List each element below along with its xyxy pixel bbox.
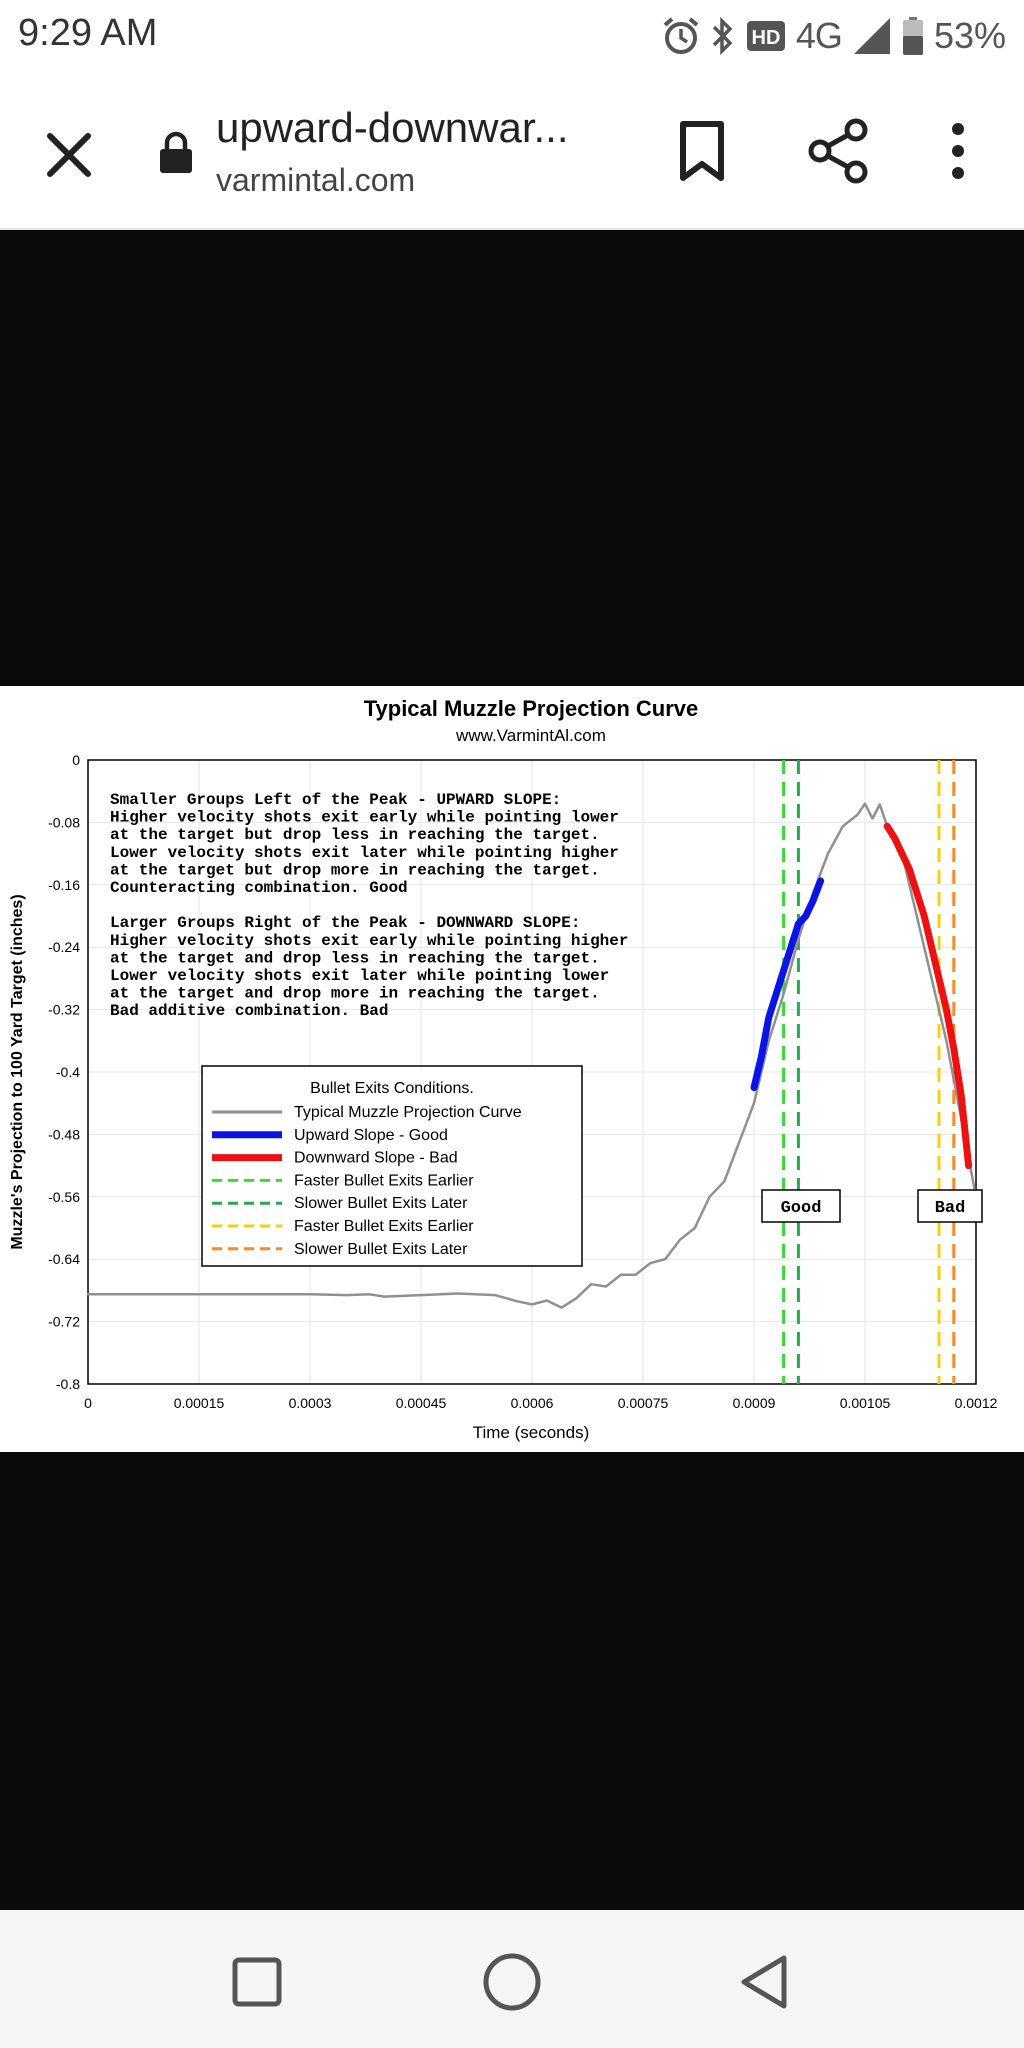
region-label: Good [781,1199,822,1218]
status-time: 9:29 AM [18,12,158,54]
y-tick-label: 0 [72,752,80,768]
share-icon[interactable] [806,116,872,186]
series-line [883,822,973,1170]
signal-icon [853,18,890,54]
page-domain[interactable]: varmintal.com [216,162,416,198]
x-axis-ticks: 0 0.00015 0.0003 0.00045 0.0006 0.00075 0.0009… [84,1395,998,1411]
y-tick-label: -0.32 [48,1002,80,1018]
x-tick-label: 0.0006 [511,1395,554,1411]
annotation-line: Higher velocity shots exit early while p… [110,809,619,827]
chart-legend: Bullet Exits Conditions. Typical Muzzle … [201,1065,583,1267]
x-tick-label: 0.0003 [289,1395,332,1411]
recents-icon[interactable] [225,1950,289,2014]
battery-icon [902,17,923,55]
annotation-line: Counteracting combination. Good [110,879,408,897]
region-label-box [917,1189,983,1223]
x-tick-label: 0.0009 [733,1395,776,1411]
y-tick-label: -0.08 [48,814,80,830]
legend-entry: Faster Bullet Exits Earlier [294,1172,474,1189]
y-tick-label: -0.8 [56,1376,80,1392]
image-letterbox-bottom [0,1452,1024,1910]
y-tick-label: -0.72 [48,1314,80,1330]
bluetooth-icon [712,16,733,56]
series-line [750,877,825,1092]
image-letterbox-top [0,230,1024,686]
y-tick-label: -0.56 [48,1189,80,1205]
y-tick-label: -0.64 [48,1251,80,1267]
annotation-line: Smaller Groups Left of the Peak - UPWARD… [110,791,561,809]
legend-title: Bullet Exits Conditions. [310,1080,474,1097]
bookmark-icon[interactable] [674,116,730,186]
alarm-icon [663,17,699,54]
good-bad-labels: Good Bad [761,1189,983,1223]
x-tick-label: 0.00105 [840,1395,891,1411]
x-tick-label: 0.00015 [174,1395,225,1411]
chart-subtitle: www.VarmintAl.com [455,726,606,745]
status-bar: 9:29 AM HD 4G 53% [0,0,1024,72]
battery-percent: 53% [933,15,1006,56]
chart-title: Typical Muzzle Projection Curve [364,696,699,721]
legend-entry: Typical Muzzle Projection Curve [294,1104,522,1121]
annotation-text: Smaller Groups Left of the Peak - UPWARD… [110,791,628,1020]
annotation-line: Larger Groups Right of the Peak - DOWNWA… [110,914,580,932]
y-tick-label: -0.24 [48,939,80,955]
svg-text:HD: HD [751,27,780,49]
y-tick-label: -0.48 [48,1126,80,1142]
x-tick-label: 0.00075 [618,1395,669,1411]
annotation-line: at the target and drop more in reaching … [110,985,600,1003]
annotation-line: Lower velocity shots exit later while po… [110,844,619,862]
region-label: Bad [935,1199,966,1218]
y-axis-ticks: 0 -0.08 -0.16 -0.24 -0.32 -0.4 -0.48 -0.56 -0.64… [48,752,80,1392]
x-tick-label: 0 [84,1395,92,1411]
x-tick-label: 0.00045 [396,1395,447,1411]
home-icon[interactable] [480,1950,544,2014]
more-options-icon[interactable] [940,116,976,186]
y-tick-label: -0.16 [48,877,80,893]
annotation-line: Higher velocity shots exit early while p… [110,932,628,950]
close-icon[interactable] [36,122,102,188]
legend-box [201,1065,583,1267]
chart-svg: Typical Muzzle Projection Curve www.Varm… [9,696,998,1442]
annotation-line: Lower velocity shots exit later while po… [110,967,609,985]
legend-entry: Faster Bullet Exits Earlier [294,1218,474,1235]
plot-frame [87,759,977,1385]
back-icon[interactable] [734,1950,798,2014]
legend-entry: Slower Bullet Exits Later [294,1195,468,1212]
region-label-box [761,1189,841,1223]
x-tick-label: 0.0012 [955,1395,998,1411]
series-line [86,802,978,1309]
x-axis-label: Time (seconds) [473,1423,590,1442]
lock-icon [160,131,192,173]
annotation-line: at the target and drop less in reaching … [110,949,600,967]
annotation-line: Bad additive combination. Bad [110,1002,388,1020]
legend-entry: Downward Slope - Bad [294,1150,458,1167]
exit-time-lines [782,760,956,1384]
chart-image[interactable]: Typical Muzzle Projection Curve www.Varm… [0,686,1024,1452]
legend-entry: Upward Slope - Good [294,1127,448,1144]
hd-icon: HD [746,21,785,51]
legend-entry: Slower Bullet Exits Later [294,1241,468,1258]
y-axis-label: Muzzle's Projection to 100 Yard Target (… [9,894,26,1249]
page-title[interactable]: upward-downwar... [216,104,569,151]
annotation-line: at the target but drop less in reaching … [110,826,600,844]
android-nav-bar [0,1910,1024,2048]
browser-toolbar: upward-downwar... varmintal.com [0,72,1024,230]
series-lines [86,802,978,1309]
status-icons: HD 4G 53% [662,14,1006,58]
annotation-line: at the target but drop more in reaching … [110,861,600,879]
network-type: 4G [795,15,843,56]
y-tick-label: -0.4 [56,1064,80,1080]
